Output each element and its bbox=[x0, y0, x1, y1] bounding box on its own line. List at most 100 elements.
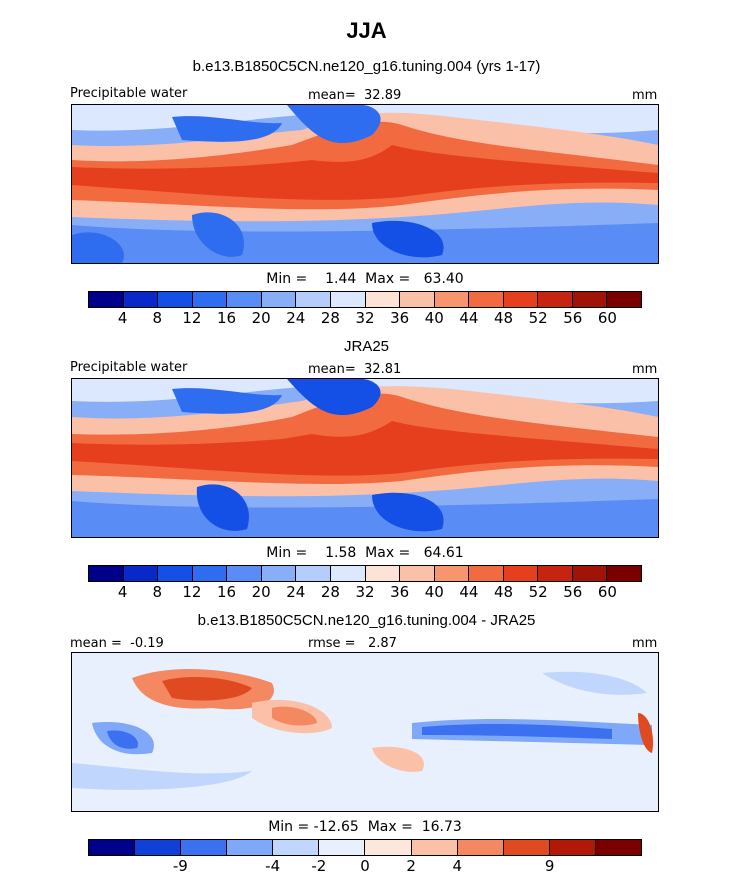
colorbar-swatch bbox=[227, 840, 274, 855]
colorbar-swatch bbox=[434, 566, 470, 581]
panel-3-rmse-label: rmse = 2.87 bbox=[308, 636, 397, 651]
colorbar-swatch bbox=[330, 292, 366, 307]
colorbar-swatch bbox=[400, 292, 435, 307]
panel-3-map bbox=[71, 652, 659, 812]
colorbar-swatch bbox=[192, 292, 228, 307]
panel-2-minmax: Min = 1.58 Max = 64.61 bbox=[266, 545, 464, 561]
colorbar-swatch bbox=[538, 566, 573, 581]
panel-2-variable-label: Precipitable water bbox=[70, 360, 188, 375]
colorbar-swatch bbox=[549, 840, 596, 855]
colorbar-tick-label: 8 bbox=[152, 309, 163, 327]
colorbar-swatch bbox=[261, 566, 297, 581]
colorbar-tick-label: 48 bbox=[493, 583, 514, 601]
panel-3-colorbar bbox=[88, 839, 642, 856]
colorbar-tick-label: 48 bbox=[493, 309, 514, 327]
colorbar-swatch bbox=[181, 840, 228, 855]
colorbar-swatch bbox=[261, 292, 297, 307]
colorbar-tick-label: 28 bbox=[320, 309, 340, 327]
panel-2-colorbar bbox=[88, 565, 642, 582]
panel-1-mean-label: mean= 32.89 bbox=[308, 88, 402, 103]
panel-1-colorbar bbox=[88, 291, 642, 308]
colorbar-tick-label: 36 bbox=[390, 583, 410, 601]
colorbar-tick-label: 12 bbox=[182, 309, 202, 327]
colorbar-swatch bbox=[296, 566, 331, 581]
colorbar-swatch bbox=[411, 840, 458, 855]
panel-3-field bbox=[72, 653, 658, 811]
colorbar-swatch bbox=[365, 292, 401, 307]
colorbar-tick-label: 56 bbox=[563, 583, 583, 601]
panel-1-subtitle: b.e13.B1850C5CN.ne120_g16.tuning.004 (yr… bbox=[192, 58, 541, 75]
colorbar-swatch bbox=[503, 566, 539, 581]
panel-2-subtitle: JRA25 bbox=[343, 338, 390, 355]
colorbar-swatch bbox=[89, 292, 124, 307]
panel-2-field bbox=[72, 379, 658, 537]
panel-2-units-label: mm bbox=[632, 362, 658, 377]
figure-title: JJA bbox=[346, 18, 387, 43]
colorbar-tick-label: 40 bbox=[424, 583, 444, 601]
colorbar-swatch bbox=[123, 292, 159, 307]
colorbar-tick-label: 2 bbox=[406, 857, 416, 875]
panel-1-minmax: Min = 1.44 Max = 63.40 bbox=[266, 271, 464, 287]
colorbar-swatch bbox=[469, 566, 504, 581]
colorbar-swatch bbox=[365, 840, 412, 855]
colorbar-swatch bbox=[192, 566, 228, 581]
colorbar-tick-label: 60 bbox=[597, 309, 617, 327]
colorbar-swatch bbox=[607, 566, 641, 581]
colorbar-tick-label: 24 bbox=[286, 309, 306, 327]
colorbar-swatch bbox=[538, 292, 573, 307]
colorbar-swatch bbox=[503, 840, 550, 855]
colorbar-swatch bbox=[227, 566, 262, 581]
colorbar-swatch bbox=[595, 840, 641, 855]
colorbar-swatch bbox=[400, 566, 435, 581]
colorbar-tick-label: 24 bbox=[286, 583, 306, 601]
colorbar-swatch bbox=[572, 566, 608, 581]
colorbar-tick-label: 20 bbox=[251, 583, 271, 601]
colorbar-swatch bbox=[457, 840, 504, 855]
colorbar-swatch bbox=[607, 292, 641, 307]
colorbar-tick-label: 52 bbox=[528, 309, 548, 327]
colorbar-tick-label: 32 bbox=[355, 309, 375, 327]
colorbar-tick-label: 20 bbox=[251, 309, 271, 327]
panel-2-mean-label: mean= 32.81 bbox=[308, 362, 402, 377]
colorbar-tick-label: 9 bbox=[544, 857, 555, 875]
colorbar-tick-label: 44 bbox=[459, 309, 479, 327]
panel-3-subtitle: b.e13.B1850C5CN.ne120_g16.tuning.004 - J… bbox=[197, 612, 536, 629]
colorbar-tick-label: 60 bbox=[597, 583, 617, 601]
colorbar-swatch bbox=[158, 292, 193, 307]
panel-1-units-label: mm bbox=[632, 88, 658, 103]
colorbar-swatch bbox=[89, 840, 136, 855]
colorbar-swatch bbox=[89, 566, 124, 581]
colorbar-tick-label: -4 bbox=[265, 857, 281, 875]
colorbar-tick-label: 16 bbox=[216, 583, 237, 601]
colorbar-tick-label: 28 bbox=[320, 583, 340, 601]
panel-3-minmax: Min = -12.65 Max = 16.73 bbox=[268, 819, 462, 835]
colorbar-tick-label: -2 bbox=[311, 857, 327, 875]
colorbar-swatch bbox=[319, 840, 366, 855]
panel-1-map bbox=[71, 104, 659, 264]
colorbar-tick-label: 4 bbox=[117, 309, 128, 327]
colorbar-swatch bbox=[365, 566, 401, 581]
colorbar-tick-label: -9 bbox=[172, 857, 188, 875]
colorbar-tick-label: 0 bbox=[360, 857, 370, 875]
colorbar-tick-label: 52 bbox=[528, 583, 548, 601]
colorbar-swatch bbox=[135, 840, 182, 855]
colorbar-tick-label: 32 bbox=[355, 583, 375, 601]
colorbar-swatch bbox=[572, 292, 608, 307]
colorbar-swatch bbox=[227, 292, 262, 307]
colorbar-tick-label: 56 bbox=[563, 309, 583, 327]
colorbar-tick-label: 16 bbox=[216, 309, 237, 327]
colorbar-tick-label: 8 bbox=[152, 583, 163, 601]
panel-1-field bbox=[72, 105, 658, 263]
colorbar-swatch bbox=[273, 840, 320, 855]
colorbar-tick-label: 36 bbox=[390, 309, 410, 327]
colorbar-swatch bbox=[123, 566, 159, 581]
colorbar-swatch bbox=[503, 292, 539, 307]
colorbar-tick-label: 4 bbox=[452, 857, 463, 875]
colorbar-swatch bbox=[296, 292, 331, 307]
colorbar-tick-label: 40 bbox=[424, 309, 444, 327]
colorbar-tick-label: 12 bbox=[182, 583, 202, 601]
colorbar-swatch bbox=[158, 566, 193, 581]
colorbar-swatch bbox=[330, 566, 366, 581]
panel-3-colorbar-ticks: -9 -4 -2 0 2 4 9 bbox=[88, 857, 642, 875]
panel-1-colorbar-ticks: 4 8 12 16 20 24 28 32 36 40 44 48 52 56 60 bbox=[88, 309, 642, 327]
